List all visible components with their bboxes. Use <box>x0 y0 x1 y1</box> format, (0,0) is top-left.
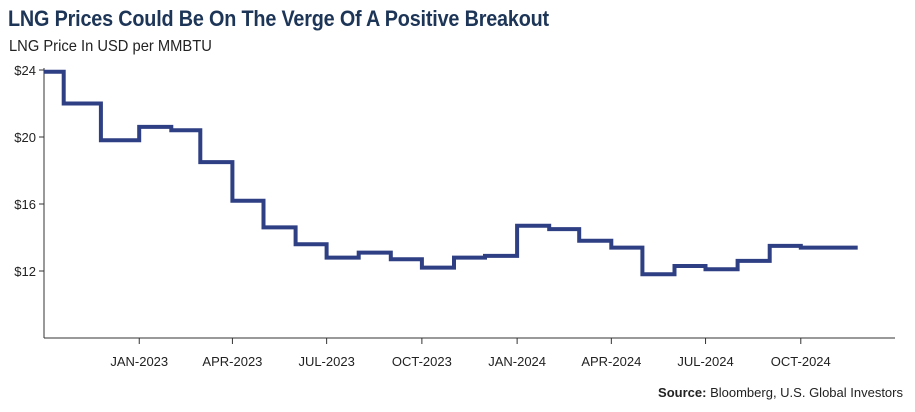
source-text: Bloomberg, U.S. Global Investors <box>710 385 903 400</box>
x-axis-ticks: JAN-2023 APR-2023 JUL-2023 OCT-2023 JAN-2024… <box>110 338 831 369</box>
x-tick-label: APR-2024 <box>581 354 641 369</box>
x-tick-label: OCT-2023 <box>392 354 452 369</box>
price-series-line <box>44 69 858 277</box>
chart-title: LNG Prices Could Be On The Verge Of A Po… <box>8 6 549 31</box>
y-tick-label: $16 <box>14 197 36 212</box>
series-group <box>44 69 858 277</box>
source-label: Source: <box>658 385 707 400</box>
x-tick-label: JAN-2024 <box>488 354 546 369</box>
x-tick-label: JAN-2023 <box>110 354 168 369</box>
chart-subtitle: LNG Price In USD per MMBTU <box>9 38 212 55</box>
source-note: Source: Bloomberg, U.S. Global Investors <box>658 385 903 400</box>
x-tick-label: OCT-2024 <box>771 354 831 369</box>
x-tick-label: JUL-2023 <box>298 354 354 369</box>
chart-axes <box>43 68 895 339</box>
y-axis-ticks: $24 $20 $16 $12 <box>14 63 44 279</box>
x-tick-label: APR-2023 <box>202 354 262 369</box>
y-tick-label: $20 <box>14 130 36 145</box>
y-tick-label: $12 <box>14 264 36 279</box>
x-tick-label: JUL-2024 <box>677 354 733 369</box>
y-tick-label: $24 <box>14 63 36 78</box>
